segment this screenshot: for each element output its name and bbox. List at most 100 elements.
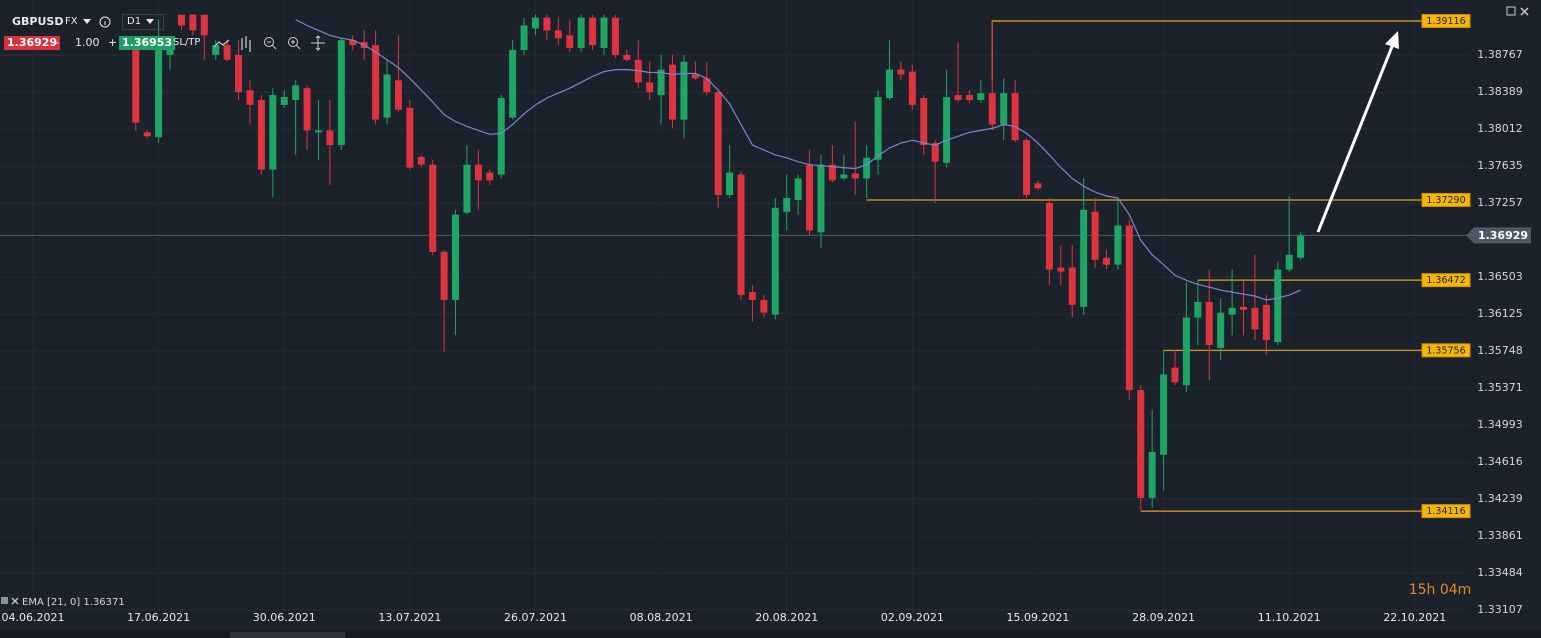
candle-body: [1240, 306, 1248, 310]
lot-size[interactable]: 1.00: [75, 36, 100, 49]
candle-body: [143, 132, 151, 137]
candle-body: [748, 292, 756, 300]
candle-body: [1011, 93, 1019, 141]
candle-body: [486, 172, 494, 181]
candle-body: [406, 107, 414, 168]
candle-body: [794, 178, 802, 200]
y-tick-label: 1.33107: [1477, 603, 1523, 616]
candle-body: [623, 54, 631, 60]
candle-body: [497, 98, 505, 175]
sell-button[interactable]: 1.36929: [4, 36, 61, 50]
candle-body: [1262, 304, 1270, 341]
candle-body: [726, 172, 734, 196]
candle-body: [1114, 225, 1122, 265]
candle-body: [1182, 317, 1190, 386]
candle-body: [703, 78, 711, 93]
zoom-out-icon[interactable]: [264, 37, 274, 47]
candle-body: [1171, 367, 1179, 383]
x-tick-label: 30.06.2021: [253, 611, 316, 624]
level-label: 1.37290: [1426, 195, 1465, 206]
candle-body: [440, 251, 448, 300]
candle-body: [920, 98, 928, 146]
y-tick-label: 1.38767: [1477, 48, 1523, 61]
y-tick-label: 1.34993: [1477, 418, 1523, 431]
candle-body: [212, 45, 220, 55]
indicator-value: 1.36371: [83, 597, 124, 608]
candle-body: [155, 40, 163, 138]
lot-minus[interactable]: –: [54, 36, 60, 49]
candle-body: [783, 198, 791, 212]
buy-button[interactable]: 1.36953: [119, 36, 176, 50]
candle-body: [383, 74, 391, 118]
level-label-box: [1421, 13, 1471, 28]
candle-body: [520, 25, 528, 50]
arrow-head: [1385, 31, 1399, 49]
indicator-remove-icon[interactable]: [11, 597, 19, 605]
candle-body: [1125, 225, 1133, 391]
restore-icon[interactable]: [1506, 6, 1516, 16]
candle-body: [257, 99, 265, 170]
level-label: 1.34116: [1426, 506, 1465, 517]
x-tick-label: 17.06.2021: [127, 611, 190, 624]
candle-body: [315, 130, 322, 133]
line-chart-icon[interactable]: [213, 39, 230, 48]
x-tick-label: 28.09.2021: [1132, 611, 1195, 624]
sltp-button[interactable]: SL/TP: [173, 37, 201, 48]
close-icon[interactable]: [1520, 7, 1529, 16]
candle-body: [463, 164, 471, 213]
candle-body: [1297, 235, 1305, 258]
candle-body: [417, 156, 425, 165]
indicator-menu-icon[interactable]: [1, 597, 8, 604]
level-label-box: [1421, 192, 1471, 207]
ema-line: [295, 19, 1301, 301]
y-tick-label: 1.35371: [1477, 381, 1523, 394]
candle-body: [771, 207, 779, 315]
candle-body: [943, 97, 951, 163]
candle-body: [1080, 209, 1088, 307]
scroll-thumb[interactable]: [230, 632, 345, 638]
candle-body: [566, 35, 574, 49]
indicator-legend: EMA [21, 0] 1.36371: [22, 597, 125, 608]
level-label-box: [1421, 343, 1471, 358]
x-tick-label: 04.06.2021: [2, 611, 65, 624]
lot-plus[interactable]: +: [108, 36, 118, 49]
candle-body: [577, 17, 585, 49]
candle-body: [1251, 307, 1259, 330]
x-tick-label: 02.09.2021: [881, 611, 944, 624]
timeframe-dropdown[interactable]: [145, 18, 155, 26]
candle-body: [657, 69, 665, 96]
candle-body: [394, 80, 402, 110]
symbol[interactable]: GBPUSD: [12, 15, 64, 28]
y-tick-label: 1.38389: [1477, 85, 1523, 98]
level-label-box: [1421, 273, 1471, 288]
move-icon[interactable]: [311, 35, 325, 51]
info-icon[interactable]: [99, 16, 111, 28]
scrollbar[interactable]: [0, 630, 1541, 638]
candle-body: [954, 95, 962, 100]
candle-body: [269, 95, 277, 170]
candle-body: [817, 164, 825, 233]
timeframe[interactable]: D1: [122, 14, 165, 30]
candle-body: [589, 17, 597, 46]
candle-body: [977, 93, 985, 100]
y-tick-label: 1.37257: [1477, 196, 1523, 209]
candle-body: [1045, 202, 1053, 270]
candle-body: [714, 92, 722, 196]
candle-body: [554, 30, 562, 39]
candle-body: [851, 173, 859, 179]
candle-body: [806, 164, 814, 231]
y-tick-label: 1.37635: [1477, 159, 1523, 172]
candle-body: [280, 97, 288, 105]
candle-body: [246, 90, 254, 105]
candles-icon[interactable]: [241, 36, 251, 52]
market: FX: [65, 16, 78, 27]
candle-body: [509, 49, 517, 118]
candle-body: [669, 64, 677, 120]
zoom-in-icon[interactable]: [288, 37, 298, 47]
level-label: 1.36472: [1426, 275, 1465, 286]
candle-body: [1068, 267, 1076, 305]
plot: 1.39116 1.37290 1.36472 1.35756 1.34116: [0, 13, 1471, 519]
symbol-dropdown[interactable]: [82, 18, 92, 26]
